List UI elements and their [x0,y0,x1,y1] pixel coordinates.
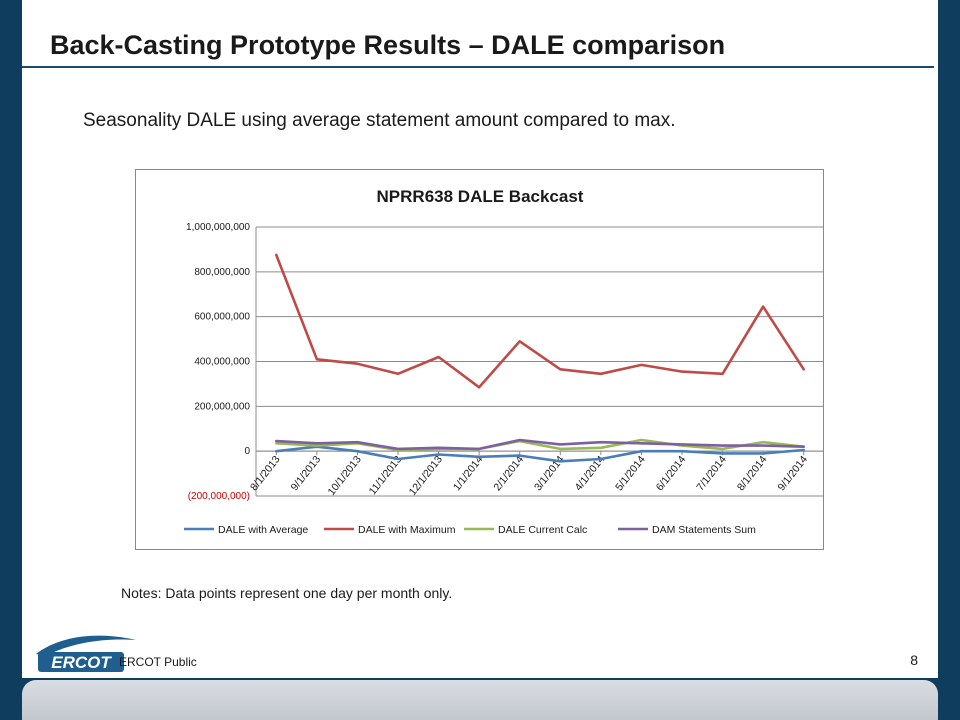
x-tick-label: 8/1/2014 [735,454,770,494]
series-line-dale-with-average [275,445,806,463]
x-tick-label: 9/1/2014 [775,454,810,494]
x-tick-label: 12/1/2013 [407,454,445,498]
y-tick-label: 200,000,000 [194,401,250,412]
x-tick-label: 10/1/2013 [326,454,364,498]
chart-title: NPRR638 DALE Backcast [377,187,584,206]
chart-legend: DALE with Average DALE with Maximum DALE C… [184,524,756,536]
y-tick-labels: (200,000,000) 0 200,000,000 400,000,000 600,… [186,222,250,502]
chart-container: (200,000,000) 0 200,000,000 400,000,000 600,… [135,169,824,550]
y-tick-label: 0 [244,446,250,457]
ercot-logo: ERCOT [36,635,136,672]
legend-label: DALE with Average [218,524,308,536]
left-slide-edge [0,0,22,720]
bottom-band [22,680,938,720]
x-tick-label: 8/1/2013 [248,454,283,494]
x-tick-label: 6/1/2014 [654,454,689,494]
logo-wordmark-bar [38,652,124,672]
x-tick-label: 7/1/2014 [694,454,729,494]
y-tick-label: (200,000,000) [188,491,250,502]
x-tick-labels: 8/1/2013 9/1/2013 10/1/2013 11/1/2013 12/1/2… [248,454,810,498]
line-chart: (200,000,000) 0 200,000,000 400,000,000 600,… [184,187,823,536]
series-line-dale-with-maximum [275,253,806,389]
series-line-dam-statements-sum [275,438,806,451]
logo-wordmark: ERCOT [51,653,112,672]
slide-subtitle: Seasonality DALE using average statement… [83,110,676,131]
legend-label: DALE with Maximum [358,524,456,536]
legend-label: DALE Current Calc [498,524,587,536]
x-tick-label: 1/1/2014 [451,454,486,494]
x-tick-label: 5/1/2014 [613,454,648,494]
y-tick-label: 400,000,000 [194,357,250,368]
y-tick-label: 600,000,000 [194,312,250,323]
footer-label: ERCOT Public [119,655,197,669]
slide-canvas: Back-Casting Prototype Results – DALE co… [22,0,938,678]
slide-title: Back-Casting Prototype Results – DALE co… [50,30,726,60]
page-number: 8 [910,652,918,668]
y-tick-label: 1,000,000,000 [186,222,250,233]
x-tick-label: 2/1/2014 [491,454,526,494]
legend-label: DAM Statements Sum [652,524,756,536]
series-lines [275,253,806,463]
y-tick-label: 800,000,000 [194,267,250,278]
right-slide-edge [938,0,960,720]
title-divider [22,66,934,68]
x-tick-label: 9/1/2013 [289,454,324,494]
notes-text: Notes: Data points represent one day per… [121,585,453,601]
